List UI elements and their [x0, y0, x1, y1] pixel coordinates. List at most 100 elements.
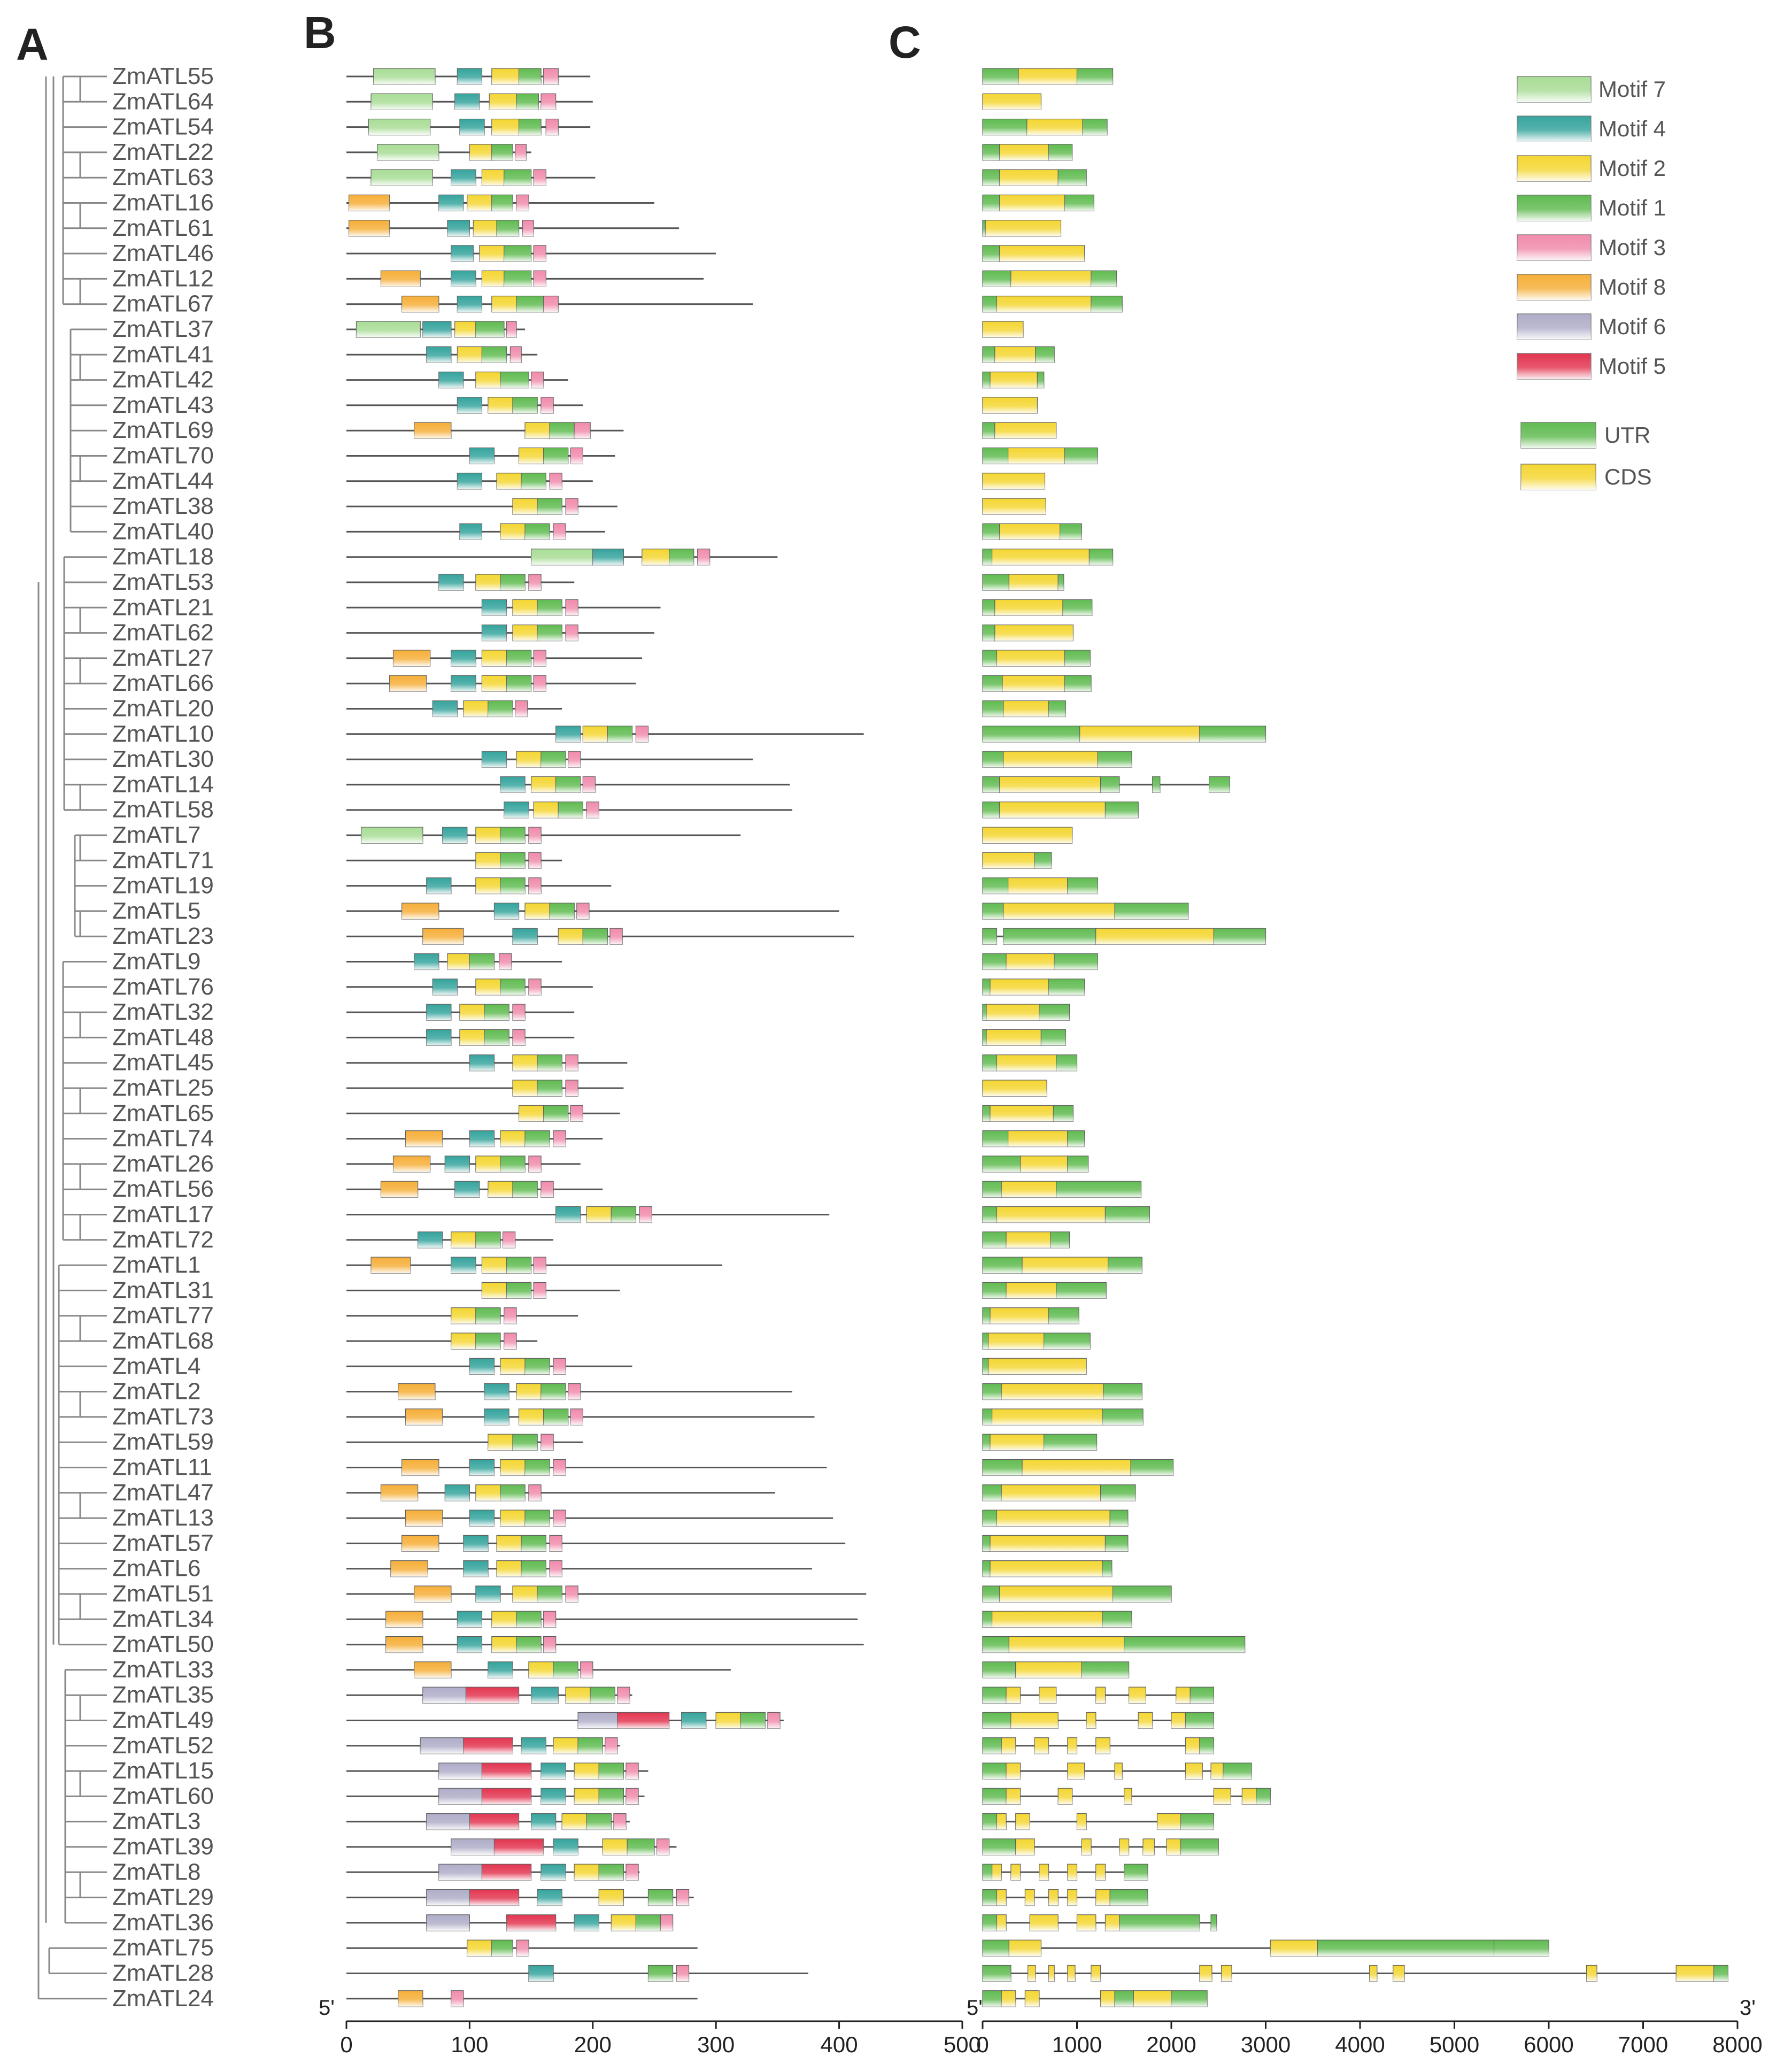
motif-m4	[426, 346, 452, 363]
motif-m8	[401, 1535, 439, 1552]
structure-row	[982, 1333, 1091, 1350]
motif-m3	[609, 928, 623, 945]
cds-segment	[990, 1105, 1054, 1122]
utr-segment	[1067, 877, 1098, 895]
gene-label: ZmATL46	[112, 240, 214, 266]
cds-segment	[1067, 1762, 1085, 1780]
motif-row	[346, 1762, 648, 1780]
motif-row	[346, 1813, 630, 1830]
motif-m2	[533, 802, 559, 819]
panel-label-c: C	[889, 17, 921, 67]
motif-row	[346, 270, 704, 287]
motif-m8	[385, 1636, 423, 1653]
motif-m8	[349, 220, 390, 237]
structure-row	[982, 245, 1085, 262]
cds-segment	[986, 1004, 1040, 1021]
utr-segment	[1062, 599, 1093, 616]
cds-segment	[1199, 1965, 1212, 1982]
cds-segment	[1213, 1788, 1231, 1805]
motif-m2	[512, 624, 538, 642]
motif-row	[346, 1585, 867, 1603]
motif-m4	[418, 1231, 443, 1249]
utr-segment	[982, 1636, 1010, 1653]
gene-label: ZmATL24	[112, 1985, 214, 2012]
motif-m2	[475, 1484, 501, 1501]
utr-segment	[1076, 68, 1114, 85]
utr-segment	[1082, 119, 1108, 136]
motif-m5	[463, 1737, 513, 1754]
motif-m3	[533, 270, 546, 287]
legend-label: CDS	[1604, 464, 1652, 489]
cds-segment	[1114, 1762, 1123, 1780]
motif-row	[346, 194, 654, 212]
cds-segment	[996, 1813, 1007, 1830]
motif-m4	[457, 68, 483, 85]
utr-segment	[1103, 1383, 1142, 1400]
motif-m1	[524, 1358, 550, 1375]
structure-row	[982, 751, 1132, 768]
utr-segment	[1102, 1611, 1132, 1628]
motif-panel	[346, 68, 867, 2007]
motif-m3	[506, 321, 517, 338]
gene-label: ZmATL54	[112, 114, 214, 140]
utr-segment	[982, 1206, 998, 1223]
motif-m3	[625, 1863, 639, 1881]
utr-segment	[982, 1358, 989, 1375]
motif-m3	[565, 1080, 578, 1097]
motif-m1	[586, 1813, 612, 1830]
utr-segment	[1189, 1686, 1215, 1704]
utr-segment	[982, 1130, 1009, 1147]
cds-segment	[999, 802, 1106, 819]
cds-segment	[1241, 1788, 1257, 1805]
structure-row	[982, 1080, 1047, 1097]
legend-label: Motif 8	[1598, 274, 1666, 299]
gene-label: ZmATL42	[112, 367, 214, 393]
motif-m4	[457, 397, 483, 414]
utr-segment	[982, 1510, 998, 1527]
cds-segment	[1019, 1156, 1068, 1173]
structure-row	[982, 1611, 1132, 1628]
motif-m3	[676, 1965, 690, 1982]
motif-m3	[545, 119, 559, 136]
motif-m1	[500, 1156, 526, 1173]
motif-m1	[475, 1231, 501, 1249]
gene-label: ZmATL35	[112, 1682, 214, 1708]
legend-item-m5: Motif 5	[1517, 353, 1666, 380]
gene-label: ZmATL49	[112, 1707, 214, 1734]
motif-row	[346, 1130, 603, 1147]
cds-segment	[999, 776, 1101, 794]
motif-m1	[549, 903, 575, 920]
gene-label: ZmATL53	[112, 569, 214, 595]
cds-segment	[1067, 1863, 1078, 1881]
gene-label: ZmATL12	[112, 265, 214, 291]
motif-m2	[481, 270, 505, 287]
cds-segment	[1022, 1257, 1109, 1274]
utr-segment	[982, 1535, 991, 1552]
cds-segment	[1008, 1130, 1068, 1147]
legend-label: Motif 4	[1598, 116, 1666, 141]
legend-item-m3: Motif 3	[1517, 234, 1666, 261]
utr-segment	[982, 1838, 1016, 1855]
structure-row	[982, 1788, 1271, 1805]
motif-m4	[432, 700, 458, 718]
structure-row	[982, 574, 1064, 591]
motif-m8	[398, 1383, 436, 1400]
gene-label: ZmATL1	[112, 1252, 200, 1278]
utr-segment	[1100, 1484, 1136, 1501]
motif-m8	[390, 1560, 428, 1577]
utr-segment	[982, 169, 1000, 186]
structure-row	[982, 144, 1073, 161]
motif-row	[346, 498, 617, 515]
structure-row	[982, 726, 1266, 743]
motif-m2	[481, 1257, 507, 1274]
utr-segment	[1112, 1585, 1172, 1603]
motif-row	[346, 1434, 583, 1451]
motif-m1	[524, 1459, 550, 1476]
cds-segment	[1008, 1636, 1125, 1653]
motif-m3	[617, 1686, 630, 1704]
motif-m2	[715, 1712, 741, 1729]
motif-m1	[540, 1383, 566, 1400]
utr-segment	[982, 447, 1009, 465]
cds-segment	[1104, 1914, 1120, 1931]
motif-m1	[500, 852, 526, 869]
